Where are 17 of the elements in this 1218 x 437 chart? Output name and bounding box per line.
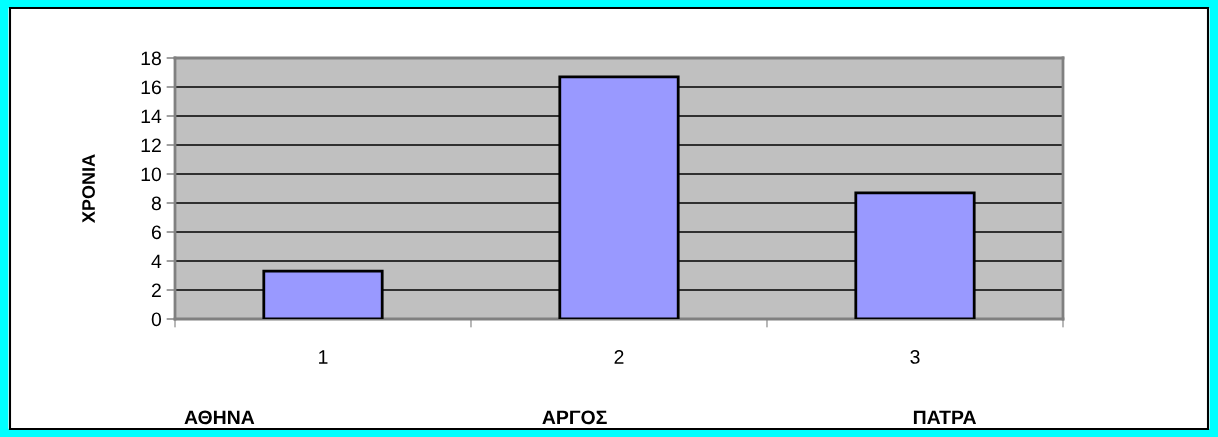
y-tick-label: 16 (141, 80, 161, 95)
y-tick-label: 8 (151, 196, 161, 211)
y-tick-label: 12 (141, 138, 161, 153)
y-tick-label: 6 (151, 225, 161, 240)
y-tick-label: 0 (151, 312, 162, 327)
y-tick-label: 2 (151, 283, 161, 298)
text: ΠΑΤΡΑ (913, 410, 977, 425)
x-tick-label: 2 (614, 350, 624, 364)
y-tick-label: 14 (141, 109, 162, 124)
x-tick-label: 3 (910, 350, 920, 364)
y-tick-label: 10 (141, 167, 162, 182)
x-tick-label: 1 (319, 350, 328, 364)
text: ΑΡΓΟΣ (542, 410, 607, 425)
y-tick-label: 18 (141, 51, 161, 66)
text: ΑΘΗΝΑ (184, 410, 255, 425)
y-axis-title: ΧΡΟΝΙΑ (82, 154, 95, 223)
y-tick-label: 4 (151, 254, 162, 269)
